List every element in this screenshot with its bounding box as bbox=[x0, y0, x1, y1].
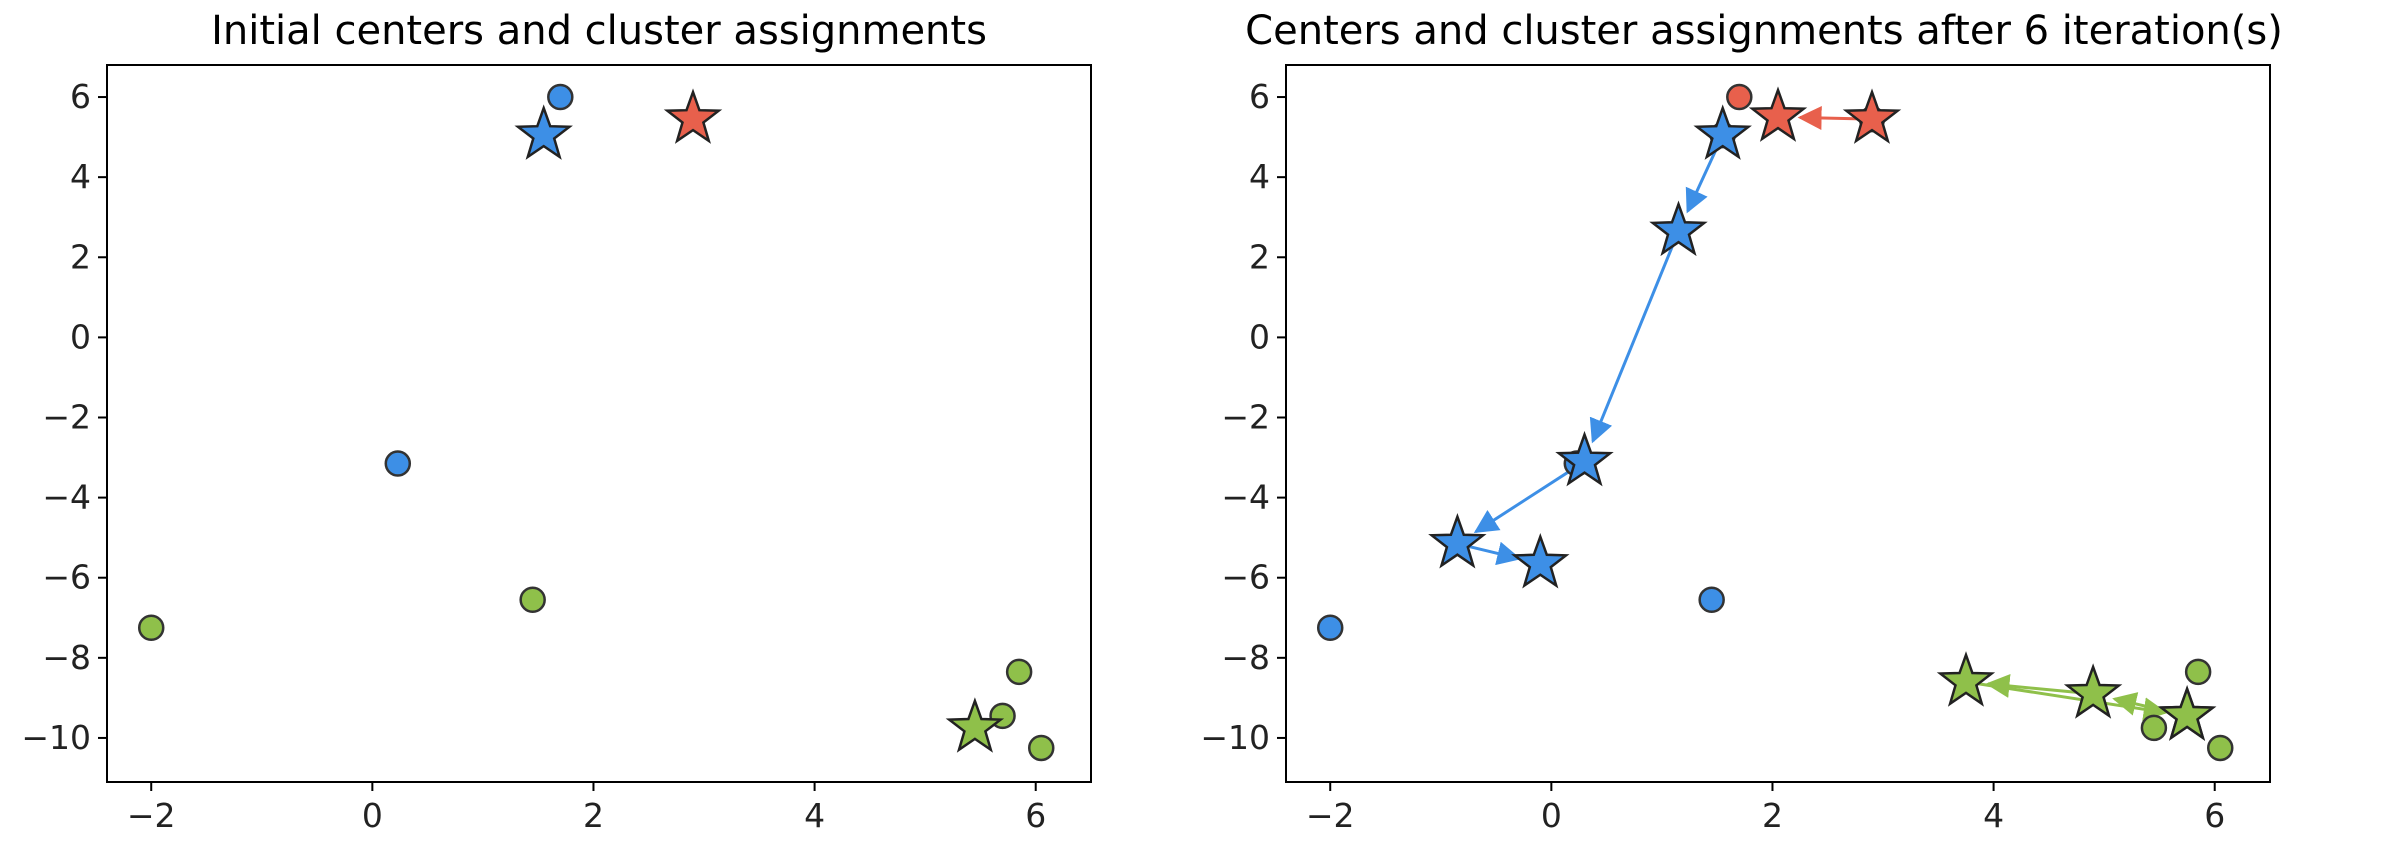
chart-left: Initial centers and cluster assignments … bbox=[21, 8, 1092, 835]
data-point-blue bbox=[1316, 614, 1344, 642]
y-tick-label: 4 bbox=[1249, 157, 1270, 196]
x-tick-label: 0 bbox=[1541, 796, 1562, 835]
y-tick-label: −8 bbox=[42, 638, 91, 677]
center-star-blue bbox=[1649, 200, 1708, 257]
x-tick-label: 6 bbox=[2204, 796, 2225, 835]
data-point-green bbox=[519, 586, 546, 613]
y-tick-label: −4 bbox=[1221, 478, 1270, 517]
center-star-blue bbox=[1693, 104, 1752, 160]
data-point-green bbox=[137, 614, 165, 642]
axes-frame-left bbox=[106, 64, 1092, 783]
trajectory-arrow-blue bbox=[1589, 230, 1680, 444]
data-point-green bbox=[1005, 658, 1033, 686]
data-point-green bbox=[1027, 734, 1055, 762]
center-star-blue bbox=[1428, 512, 1487, 569]
y-tick-label: 2 bbox=[1249, 237, 1270, 276]
chart-title-left: Initial centers and cluster assignments bbox=[211, 8, 987, 54]
y-tick-label: 2 bbox=[70, 237, 91, 276]
x-tick-label: 4 bbox=[1983, 796, 2004, 835]
x-tick-label: 0 bbox=[362, 796, 383, 835]
x-tick-label: 6 bbox=[1025, 796, 1046, 835]
y-tick-label: 6 bbox=[1249, 77, 1270, 116]
data-point-blue bbox=[1698, 586, 1725, 613]
axes-frame-right bbox=[1285, 64, 2271, 783]
y-tick-label: −10 bbox=[21, 718, 91, 757]
trajectory-arrow-blue bbox=[1473, 460, 1586, 534]
chart-right: Centers and cluster assignments after 6 … bbox=[1200, 8, 2282, 835]
y-tick-label: 4 bbox=[70, 157, 91, 196]
center-star-green bbox=[2157, 685, 2217, 741]
data-point-red bbox=[1726, 83, 1753, 111]
tick-group-right: −2 0 2 4 6 6 4 2 0 −2 −4 −6 −8 −10 bbox=[1200, 77, 2225, 835]
data-point-blue bbox=[547, 83, 574, 111]
x-tick-label: 4 bbox=[804, 796, 825, 835]
y-tick-label: 6 bbox=[70, 77, 91, 116]
trajectory-arrow-green bbox=[1965, 680, 2168, 722]
center-star-red bbox=[663, 88, 723, 144]
center-star-blue bbox=[1511, 533, 1570, 589]
x-tick-label: −2 bbox=[1306, 796, 1355, 835]
center-star-green bbox=[2063, 663, 2123, 719]
center-star-red bbox=[1748, 86, 1808, 142]
center-star-red bbox=[1842, 88, 1902, 144]
data-point-green bbox=[2140, 714, 2168, 742]
data-point-green bbox=[2206, 734, 2234, 762]
marks-left bbox=[137, 83, 1055, 762]
y-tick-label: 0 bbox=[70, 317, 91, 356]
data-point-green bbox=[2184, 658, 2212, 686]
chart-title-right: Centers and cluster assignments after 6 … bbox=[1245, 8, 2283, 54]
y-tick-label: −6 bbox=[42, 558, 91, 597]
center-star-green bbox=[1936, 651, 1996, 707]
y-tick-label: 0 bbox=[1249, 317, 1270, 356]
marks-right bbox=[1316, 83, 2234, 762]
y-tick-label: −10 bbox=[1200, 718, 1270, 757]
x-tick-label: 2 bbox=[1762, 796, 1783, 835]
tick-group-left: −2 0 2 4 6 6 4 2 0 −2 −4 −6 −8 −10 bbox=[21, 77, 1046, 835]
center-star-blue bbox=[514, 104, 573, 160]
y-tick-label: −4 bbox=[42, 478, 91, 517]
data-point-blue bbox=[384, 450, 412, 477]
y-tick-label: −2 bbox=[1221, 397, 1270, 436]
x-tick-label: 2 bbox=[583, 796, 604, 835]
y-tick-label: −8 bbox=[1221, 638, 1270, 677]
y-tick-label: −6 bbox=[1221, 558, 1270, 597]
y-tick-label: −2 bbox=[42, 397, 91, 436]
center-star-green bbox=[945, 697, 1005, 753]
x-tick-label: −2 bbox=[127, 796, 176, 835]
center-star-blue bbox=[1555, 430, 1614, 487]
